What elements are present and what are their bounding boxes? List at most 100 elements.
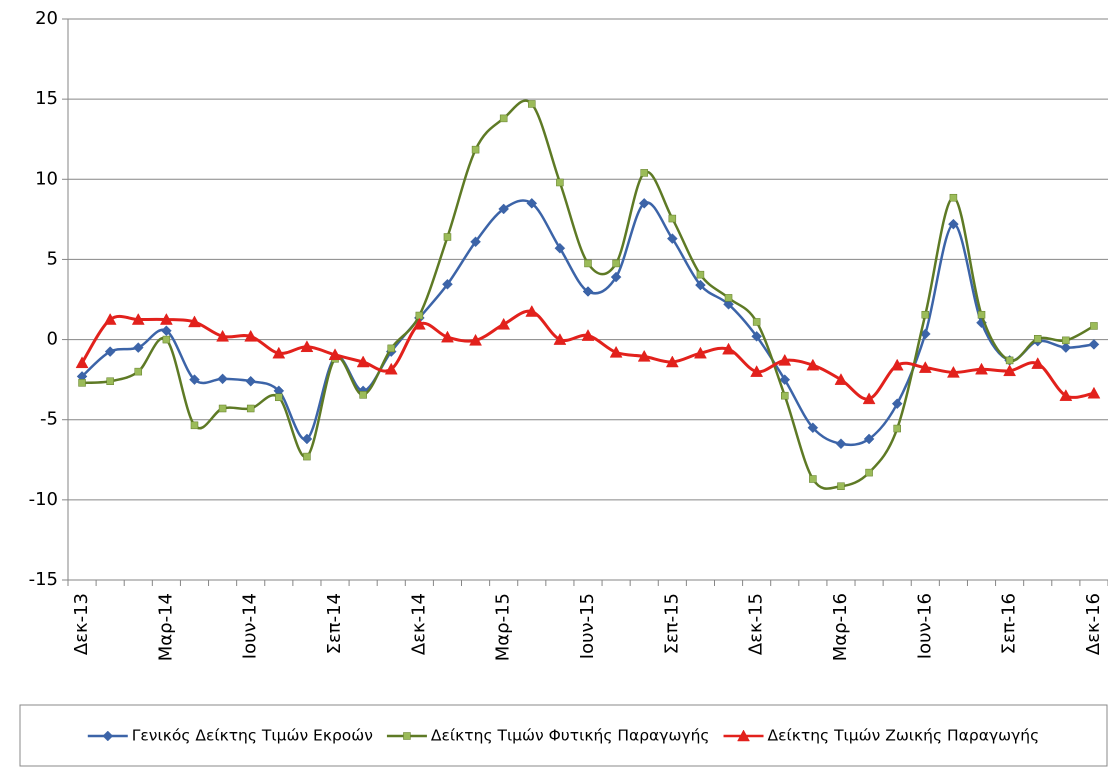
marker bbox=[272, 346, 286, 359]
marker bbox=[1087, 386, 1101, 399]
marker bbox=[246, 404, 255, 413]
marker bbox=[610, 271, 622, 283]
marker bbox=[724, 294, 733, 302]
legend-item: Δείκτης Τιμών Ζωικής Παραγωγής bbox=[723, 727, 1040, 745]
marker bbox=[102, 730, 114, 742]
marker bbox=[668, 214, 677, 223]
marker bbox=[303, 452, 311, 461]
marker bbox=[161, 325, 172, 337]
x-tick-label: Δεκ-14 bbox=[408, 593, 429, 655]
legend-label: Γενικός Δείκτης Τιμών Εκροών bbox=[132, 727, 373, 745]
marker bbox=[1060, 342, 1072, 353]
marker bbox=[301, 433, 313, 445]
marker bbox=[216, 329, 230, 342]
marker bbox=[893, 424, 901, 433]
marker bbox=[275, 393, 283, 402]
marker bbox=[554, 242, 566, 254]
marker bbox=[103, 313, 117, 325]
marker bbox=[665, 355, 679, 368]
marker bbox=[637, 349, 651, 362]
marker bbox=[778, 353, 792, 366]
marker bbox=[218, 404, 227, 413]
x-tick-label: Σεπ-15 bbox=[661, 593, 682, 654]
marker bbox=[470, 236, 481, 248]
marker bbox=[1088, 339, 1100, 350]
marker bbox=[525, 304, 539, 317]
marker bbox=[1062, 336, 1070, 345]
legend-label: Δείκτης Τιμών Ζωικής Παραγωγής bbox=[768, 727, 1040, 745]
marker bbox=[356, 355, 370, 368]
marker bbox=[78, 379, 86, 387]
marker bbox=[921, 310, 930, 319]
x-tick-label: Δεκ-15 bbox=[746, 593, 767, 655]
marker bbox=[132, 342, 144, 353]
legend-box bbox=[19, 704, 1108, 767]
marker bbox=[1003, 364, 1017, 377]
legend-label: Δείκτης Τιμών Φυτικής Παραγωγής bbox=[431, 727, 710, 745]
marker bbox=[918, 361, 932, 373]
marker bbox=[328, 348, 342, 361]
marker bbox=[837, 482, 845, 490]
marker bbox=[609, 345, 623, 358]
marker bbox=[104, 346, 116, 357]
marker bbox=[584, 259, 592, 268]
marker bbox=[1031, 357, 1045, 369]
marker bbox=[499, 114, 508, 123]
marker bbox=[948, 218, 959, 230]
marker bbox=[443, 233, 452, 241]
series bbox=[76, 197, 1100, 450]
marker bbox=[581, 329, 595, 341]
x-tick-label: Ιουν-16 bbox=[914, 593, 935, 659]
y-tick-label: -15 bbox=[29, 569, 58, 590]
marker bbox=[862, 392, 876, 405]
marker bbox=[891, 398, 903, 410]
marker bbox=[752, 318, 761, 326]
marker bbox=[471, 145, 480, 154]
x-tick-label: Δεκ-16 bbox=[1083, 593, 1104, 655]
marker bbox=[441, 330, 454, 343]
x-tick-label: Μαρ-15 bbox=[493, 593, 514, 661]
marker bbox=[834, 373, 848, 385]
y-tick-label: -10 bbox=[29, 489, 58, 510]
marker bbox=[162, 335, 171, 344]
marker bbox=[946, 365, 960, 378]
marker bbox=[217, 373, 228, 385]
marker bbox=[106, 377, 114, 385]
marker bbox=[403, 732, 411, 740]
x-tick-label: Δεκ-13 bbox=[71, 593, 92, 655]
marker bbox=[412, 317, 426, 330]
marker bbox=[781, 391, 789, 400]
x-tick-label: Μαρ-14 bbox=[155, 593, 176, 661]
marker bbox=[807, 422, 819, 434]
marker bbox=[809, 475, 817, 483]
marker bbox=[131, 313, 145, 325]
marker bbox=[526, 197, 538, 209]
x-tick-label: Μαρ-16 bbox=[830, 593, 851, 661]
marker bbox=[779, 374, 791, 385]
marker bbox=[159, 313, 173, 325]
y-tick-label: 0 bbox=[47, 329, 58, 350]
x-tick-label: Σεπ-14 bbox=[324, 593, 345, 654]
marker bbox=[751, 331, 763, 342]
legend-item: Δείκτης Τιμών Φυτικής Παραγωγής bbox=[386, 727, 710, 745]
marker bbox=[189, 374, 200, 385]
marker bbox=[387, 344, 395, 353]
marker bbox=[737, 729, 750, 742]
marker bbox=[498, 203, 510, 215]
marker bbox=[244, 329, 258, 342]
y-tick-label: -5 bbox=[40, 409, 58, 430]
marker bbox=[497, 317, 511, 330]
marker bbox=[723, 298, 734, 310]
y-tick-label: 15 bbox=[35, 88, 58, 109]
marker bbox=[977, 310, 986, 319]
marker bbox=[384, 362, 398, 375]
marker bbox=[188, 315, 201, 328]
marker bbox=[528, 100, 536, 108]
marker bbox=[582, 286, 594, 297]
marker bbox=[863, 433, 875, 445]
marker bbox=[359, 391, 367, 399]
marker bbox=[806, 358, 820, 371]
y-tick-label: 5 bbox=[47, 248, 58, 269]
